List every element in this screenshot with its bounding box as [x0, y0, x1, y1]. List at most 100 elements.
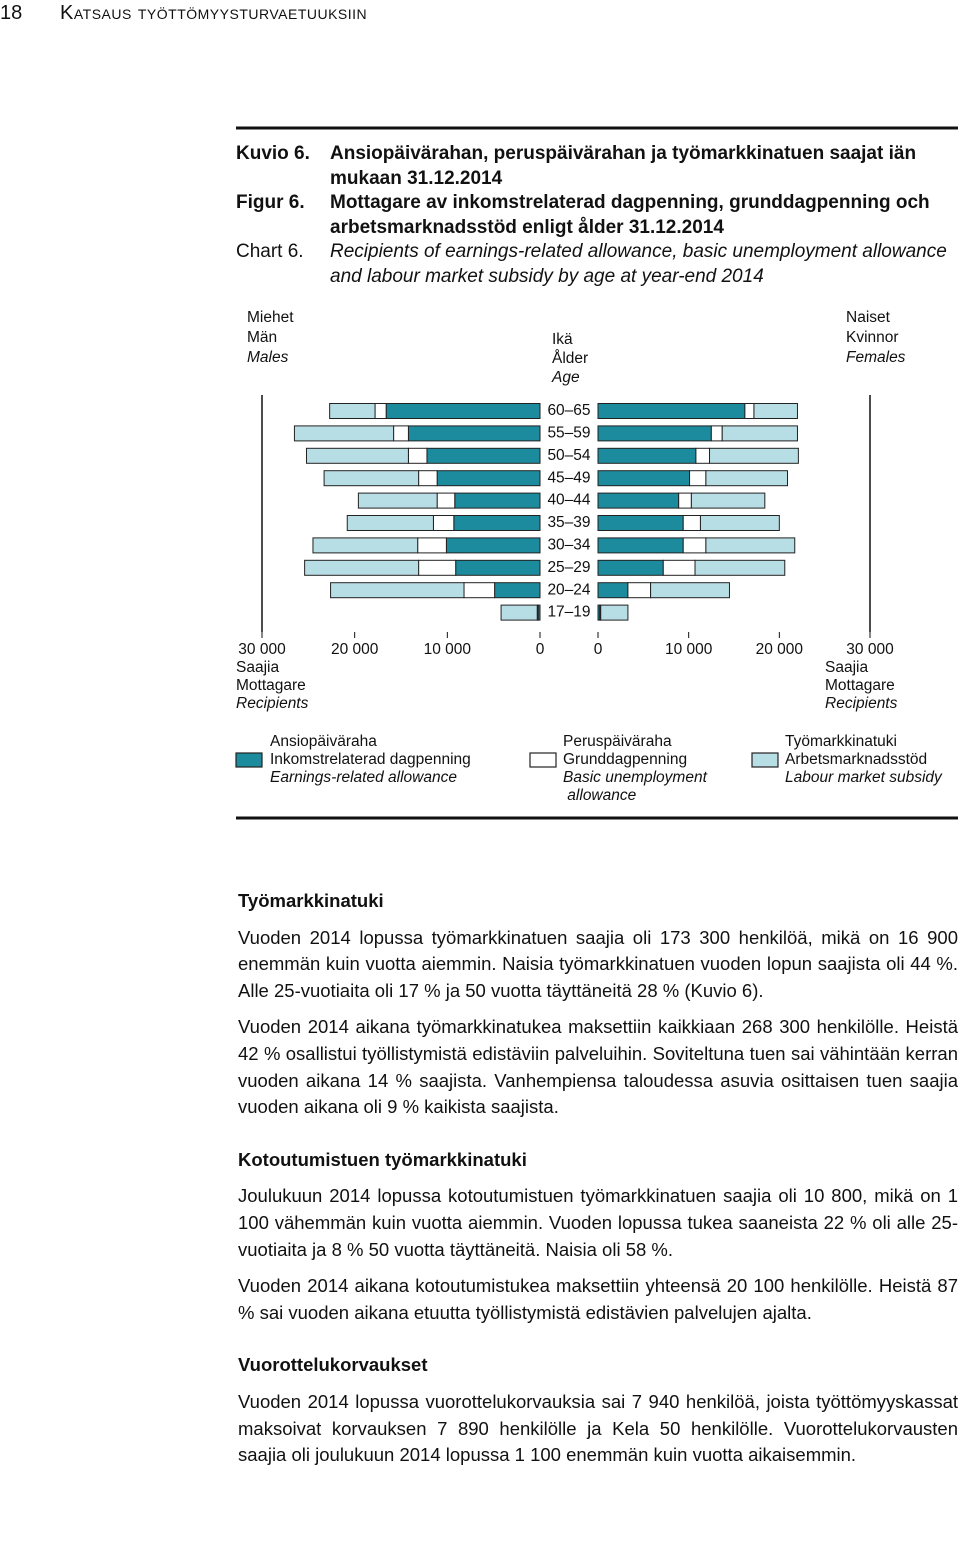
age-label: Ikä — [552, 331, 573, 348]
bar-segment — [426, 447, 541, 464]
bar-segment — [346, 515, 434, 531]
bar-segment — [393, 425, 409, 442]
page-number: 18 — [0, 2, 23, 24]
bar-segment — [418, 470, 438, 487]
bar-segment — [374, 403, 387, 419]
legend-swatch — [529, 752, 557, 768]
section-heading: Kotoutumistuen työmarkkinatuki — [238, 1148, 527, 1170]
category-label: 55–59 — [547, 424, 590, 441]
bar-segment — [312, 537, 419, 554]
side-label: Males — [247, 349, 289, 366]
bar-segment — [682, 515, 701, 531]
section: Kotoutumistuen työmarkkinatuki Joulukuun … — [238, 1147, 958, 1327]
x-tick-label: 10 000 — [665, 641, 713, 658]
bar-segment — [305, 447, 409, 464]
category-label: 60–65 — [547, 402, 590, 419]
bar-segment — [690, 492, 766, 509]
paragraph: Vuoden 2014 aikana työmarkkinatukea maks… — [238, 1016, 958, 1118]
bar-segment — [689, 470, 707, 487]
legend-label: Inkomstrelaterad dagpenning — [270, 751, 471, 768]
side-label: Naiset — [846, 309, 891, 326]
axis-unit: Recipients — [825, 695, 898, 712]
legend-label: Earnings-related allowance — [270, 769, 457, 786]
bar-segment — [682, 537, 707, 554]
caption-text: Mottagare av inkomstrelaterad dagpenning… — [330, 192, 930, 238]
bar-segment — [694, 559, 786, 576]
bar-segment — [650, 582, 730, 599]
side-label: Män — [247, 329, 277, 346]
legend-label: Grunddagpenning — [563, 751, 687, 768]
captions: Kuvio 6. Ansiopäivärahan, peruspäivärahan… — [236, 142, 960, 289]
bar-segment — [418, 559, 457, 576]
legend-label: Työmarkkinatuki — [785, 733, 897, 750]
x-tick-label: 10 000 — [424, 641, 472, 658]
axis-unit: Recipients — [236, 695, 309, 712]
bar-segment — [463, 582, 496, 599]
bar-segment — [385, 403, 541, 419]
running-title: Katsaus työttömyysturvaetuuksiin — [60, 2, 368, 24]
bar-segment — [627, 582, 652, 599]
axis-unit: Saajia — [825, 659, 868, 676]
section-heading: Työmarkkinatuki — [238, 890, 384, 911]
bar-segment — [453, 515, 541, 531]
bar-segment — [705, 537, 796, 554]
x-tick-label: 0 — [594, 641, 603, 658]
bar-segment — [705, 470, 788, 487]
legend-swatch — [235, 752, 263, 768]
bar-segment — [753, 403, 798, 419]
caption-label: Figur 6. — [236, 192, 305, 213]
bar-segment — [454, 492, 541, 509]
category-label: 35–39 — [547, 514, 590, 531]
bar-segment — [500, 604, 538, 621]
x-tick-label: 30 000 — [238, 641, 286, 658]
bar-segment — [417, 537, 447, 554]
section-heading: Vuorottelukorvaukset — [238, 1354, 428, 1376]
x-tick-label: 30 000 — [846, 641, 894, 658]
bar-segment — [597, 582, 629, 599]
legend-label: Ansiopäiväraha — [270, 733, 377, 750]
category-label: 25–29 — [547, 559, 590, 576]
bar-segment — [597, 515, 684, 531]
bar-segment — [699, 515, 780, 531]
x-tick-label: 20 000 — [756, 641, 804, 658]
bar-segment — [597, 470, 691, 487]
age-label: Ålder — [552, 350, 588, 367]
chart: Miehet Män Males Naiset Kvinnor Females Ikä Åld… — [235, 126, 958, 820]
bar-segment — [293, 425, 395, 442]
paragraph: Vuoden 2014 aikana kotoutumistukea makse… — [238, 1275, 958, 1323]
legend-swatch — [751, 752, 779, 768]
category-label: 50–54 — [547, 447, 590, 464]
bar-segment — [678, 492, 692, 509]
caption: Chart 6. Recipients of earnings-related a… — [236, 240, 960, 289]
category-label: 45–49 — [547, 469, 590, 486]
bar-segment — [329, 403, 376, 419]
bar-segment — [407, 425, 541, 442]
bar-segment — [744, 403, 755, 419]
bar-segment — [436, 492, 456, 509]
axis-unit: Mottagare — [236, 677, 306, 694]
axis-unit: Mottagare — [825, 677, 895, 694]
x-tick-label: 20 000 — [331, 641, 379, 658]
bar-segment — [445, 537, 541, 554]
caption: Figur 6. Mottagare av inkomstrelaterad da… — [236, 191, 960, 240]
bar-segment — [407, 447, 428, 464]
legend-label: Basic unemployment allowance — [563, 769, 708, 804]
caption-text: Ansiopäivärahan, peruspäivärahan ja työm… — [330, 143, 917, 189]
bar-segment — [662, 559, 696, 576]
axis-unit: Saajia — [236, 659, 279, 676]
category-label: 17–19 — [547, 604, 590, 621]
category-label: 20–24 — [547, 581, 590, 598]
bar-segment — [597, 559, 664, 576]
bar-segment — [597, 537, 684, 554]
category-label: 30–34 — [547, 536, 590, 553]
bar-segment — [709, 447, 799, 464]
bar-segment — [432, 515, 455, 531]
side-label: Miehet — [247, 309, 294, 326]
caption-label: Chart 6. — [236, 241, 304, 262]
bar-segment — [357, 492, 438, 509]
section: Vuorottelukorvaukset Vuoden 2014 lopussa … — [238, 1352, 958, 1468]
bar-segment — [600, 604, 629, 621]
bar-segment — [710, 425, 723, 442]
side-label: Kvinnor — [846, 329, 899, 346]
